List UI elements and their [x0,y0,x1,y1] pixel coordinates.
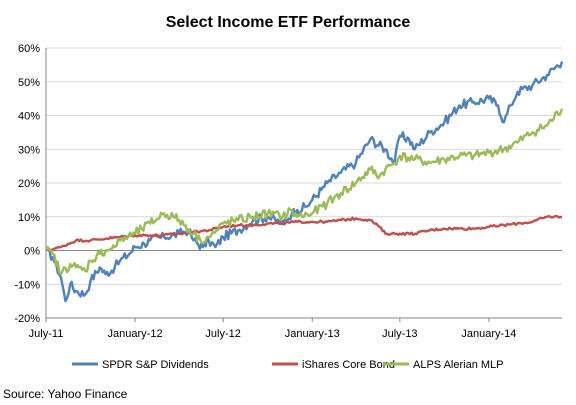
gridlines [46,47,562,285]
x-tick-label: January-12 [108,328,163,340]
series-line-spdr-s-p-dividends [45,61,564,303]
y-tick-label: -10% [14,279,40,291]
y-tick-label: 50% [18,77,40,89]
y-tick-label: -20% [14,313,40,325]
axes [45,48,562,322]
y-tick-labels: -20% -10% 0% 10% 20% 30% 40% 50% 60% [14,43,40,325]
x-tick-label: July-11 [29,328,64,340]
legend: SPDR S&P Dividends iShares Core Bond ALPS … [72,359,504,371]
legend-label: iShares Core Bond [302,359,395,371]
y-tick-label: 10% [18,212,40,224]
series-line-ishares-core-bond [45,214,563,252]
y-tick-label: 60% [18,43,40,55]
x-tick-labels: July-11 January-12 July-12 January-13 July-1… [29,328,517,340]
y-tick-label: 40% [18,111,40,123]
y-tick-label: 30% [18,144,40,156]
series-lines [44,61,564,303]
chart-title: Select Income ETF Performance [166,14,411,31]
series-line-alps-alerian-mlp [44,108,564,276]
x-tick-label: July-13 [382,328,417,340]
y-tick-label: 0% [24,246,40,258]
x-tick-label: July-12 [205,328,240,340]
legend-label: SPDR S&P Dividends [102,359,209,371]
y-tick-label: 20% [18,178,40,190]
x-tick-label: January-14 [461,328,516,340]
legend-label: ALPS Alerian MLP [413,359,504,371]
x-tick-label: January-13 [285,328,340,340]
source-note: Source: Yahoo Finance [3,387,128,401]
